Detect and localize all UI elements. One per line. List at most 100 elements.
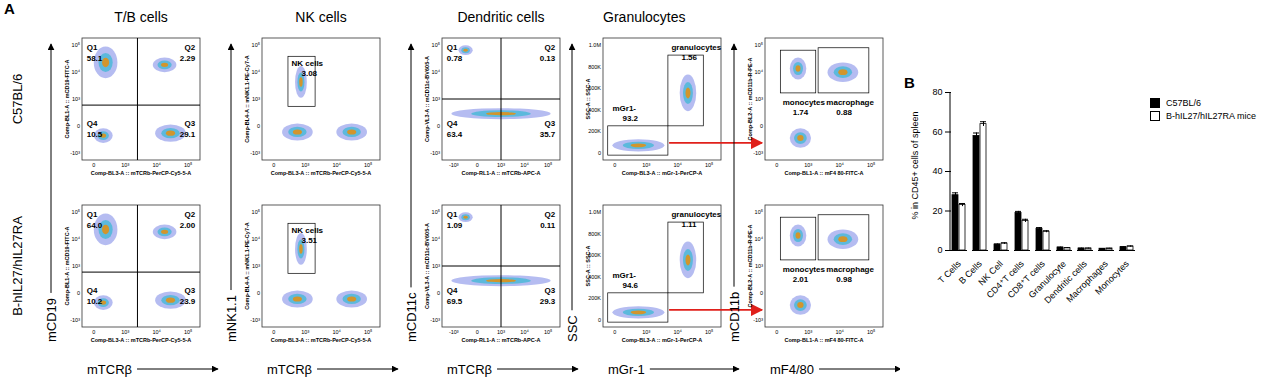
svg-text:10⁴: 10⁴ <box>432 69 441 75</box>
svg-text:-10³: -10³ <box>70 150 80 156</box>
svg-text:10⁴: 10⁴ <box>252 236 261 242</box>
svg-text:2.29: 2.29 <box>180 54 196 63</box>
svg-text:0: 0 <box>937 245 942 255</box>
svg-text:10³: 10³ <box>252 263 260 269</box>
svg-text:NK cells: NK cells <box>292 59 324 68</box>
svg-text:0: 0 <box>257 123 260 129</box>
svg-text:0.98: 0.98 <box>836 275 852 284</box>
svg-text:10⁵: 10⁵ <box>72 209 80 215</box>
svg-text:10⁴: 10⁴ <box>72 236 81 242</box>
svg-text:10³: 10³ <box>755 96 763 102</box>
svg-text:mCD11b: mCD11b <box>727 292 742 342</box>
svg-text:40: 40 <box>932 166 942 176</box>
svg-text:1.09: 1.09 <box>447 221 463 230</box>
svg-text:10⁵: 10⁵ <box>432 209 440 215</box>
svg-text:10⁵: 10⁵ <box>252 209 260 215</box>
svg-text:10⁵: 10⁵ <box>867 162 875 168</box>
svg-text:200K: 200K <box>588 295 601 301</box>
svg-text:Q1: Q1 <box>447 210 458 219</box>
svg-text:10.2: 10.2 <box>87 297 103 306</box>
svg-text:64.0: 64.0 <box>87 221 103 230</box>
svg-text:10⁴: 10⁴ <box>332 162 341 168</box>
svg-text:mCD19: mCD19 <box>44 298 59 342</box>
svg-text:10⁵: 10⁵ <box>867 329 875 335</box>
svg-text:mGr1-: mGr1- <box>612 104 636 113</box>
svg-text:SSC: SSC <box>565 315 580 342</box>
svg-text:0: 0 <box>760 123 763 129</box>
svg-text:0: 0 <box>77 290 80 296</box>
svg-text:10⁴: 10⁴ <box>755 69 764 75</box>
svg-text:Q2: Q2 <box>545 210 556 219</box>
svg-text:mGr-1: mGr-1 <box>608 362 645 377</box>
svg-text:macrophage: macrophage <box>826 265 874 274</box>
svg-text:10⁴: 10⁴ <box>432 236 441 242</box>
svg-text:macrophage: macrophage <box>826 98 874 107</box>
svg-text:0: 0 <box>775 329 778 335</box>
svg-text:1.0M: 1.0M <box>589 42 602 48</box>
svg-text:10³: 10³ <box>72 263 80 269</box>
svg-text:23.9: 23.9 <box>180 297 196 306</box>
svg-text:93.2: 93.2 <box>622 114 638 123</box>
svg-text:10⁵: 10⁵ <box>755 209 763 215</box>
svg-text:Comp-BL4-A :: mNK1.1-PE-Cy7-A: Comp-BL4-A :: mNK1.1-PE-Cy7-A <box>244 222 250 310</box>
svg-text:0: 0 <box>775 162 778 168</box>
svg-text:Q4: Q4 <box>447 119 458 128</box>
svg-text:10⁴: 10⁴ <box>72 69 81 75</box>
svg-text:Q4: Q4 <box>87 119 98 128</box>
svg-text:mTCRβ: mTCRβ <box>87 362 132 377</box>
svg-text:10⁵: 10⁵ <box>432 42 440 48</box>
svg-text:-10³: -10³ <box>70 317 80 323</box>
svg-text:0: 0 <box>92 329 95 335</box>
svg-text:Comp-BL2-A :: mCD11b-R-PE-A: Comp-BL2-A :: mCD11b-R-PE-A <box>747 58 753 141</box>
svg-text:1.11: 1.11 <box>681 220 697 229</box>
svg-text:Comp-BL1-A :: mF4 80-FITC-A: Comp-BL1-A :: mF4 80-FITC-A <box>785 170 864 176</box>
svg-text:10⁵: 10⁵ <box>705 329 713 335</box>
svg-text:10⁴: 10⁴ <box>520 329 529 335</box>
svg-text:Q3: Q3 <box>185 119 196 128</box>
svg-text:29.1: 29.1 <box>180 130 196 139</box>
svg-text:T/B cells: T/B cells <box>114 9 168 25</box>
svg-text:10³: 10³ <box>301 162 309 168</box>
svg-text:10⁴: 10⁴ <box>755 236 764 242</box>
svg-text:0.88: 0.88 <box>836 108 852 117</box>
svg-text:-10³: -10³ <box>250 317 260 323</box>
svg-text:1.56: 1.56 <box>681 53 697 62</box>
svg-text:10⁵: 10⁵ <box>544 162 552 168</box>
svg-text:10⁴: 10⁴ <box>520 162 529 168</box>
svg-text:1.0M: 1.0M <box>589 209 602 215</box>
svg-text:0.11: 0.11 <box>540 221 556 230</box>
svg-text:0: 0 <box>476 162 479 168</box>
svg-text:-10³: -10³ <box>430 317 440 323</box>
svg-text:0: 0 <box>257 290 260 296</box>
svg-text:Dendritic cells: Dendritic cells <box>457 9 544 25</box>
svg-text:63.4: 63.4 <box>447 130 463 139</box>
svg-text:-10³: -10³ <box>753 317 763 323</box>
svg-text:-10³: -10³ <box>449 329 459 335</box>
svg-text:10³: 10³ <box>755 263 763 269</box>
svg-text:monocytes: monocytes <box>783 265 826 274</box>
svg-text:Comp-BL4-A :: mNK1.1-PE-Cy7-A: Comp-BL4-A :: mNK1.1-PE-Cy7-A <box>244 55 250 143</box>
svg-text:Q2: Q2 <box>185 210 196 219</box>
svg-text:Comp-BL2-A :: mCD11b-R-PE-A: Comp-BL2-A :: mCD11b-R-PE-A <box>747 225 753 308</box>
svg-text:10⁵: 10⁵ <box>544 329 552 335</box>
svg-text:Comp-BL3-A :: mTCRb-PerCP-Cy5-: Comp-BL3-A :: mTCRb-PerCP-Cy5-5-A <box>271 337 372 343</box>
svg-text:10³: 10³ <box>804 329 812 335</box>
svg-text:Q3: Q3 <box>545 119 556 128</box>
svg-text:10⁵: 10⁵ <box>705 162 713 168</box>
svg-text:10³: 10³ <box>72 96 80 102</box>
svg-text:0: 0 <box>613 329 616 335</box>
svg-text:0: 0 <box>272 329 275 335</box>
svg-text:80: 80 <box>932 87 942 97</box>
svg-text:58.1: 58.1 <box>87 54 103 63</box>
svg-text:0.13: 0.13 <box>540 54 556 63</box>
svg-text:Comp-VL3-A :: mCD11c-BV605-A: Comp-VL3-A :: mCD11c-BV605-A <box>424 223 430 309</box>
svg-text:mTCRβ: mTCRβ <box>267 362 312 377</box>
svg-text:mF4/80: mF4/80 <box>770 362 814 377</box>
svg-text:10⁴: 10⁴ <box>835 162 844 168</box>
svg-text:-10³: -10³ <box>430 150 440 156</box>
svg-text:Monocytes: Monocytes <box>1093 258 1131 296</box>
svg-text:SSC-A :: SSC-A: SSC-A :: SSC-A <box>585 246 591 287</box>
svg-text:Comp-VL3-A :: mCD11c-BV605-A: Comp-VL3-A :: mCD11c-BV605-A <box>424 56 430 142</box>
svg-text:-10³: -10³ <box>449 162 459 168</box>
svg-text:C57BL/6: C57BL/6 <box>10 74 25 125</box>
